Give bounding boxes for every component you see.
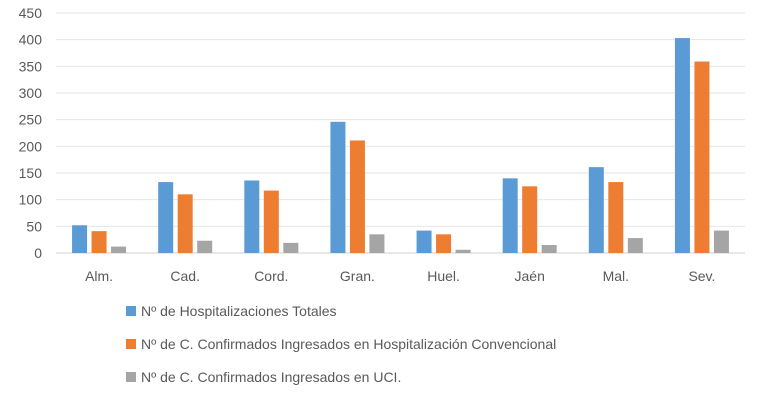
y-tick-label: 250 — [19, 112, 43, 128]
y-tick-label: 350 — [19, 58, 43, 74]
bar-jan-s3 — [541, 245, 557, 253]
x-tick-label: Cord. — [254, 268, 288, 284]
bar-cord-s3 — [283, 242, 299, 253]
x-tick-label: Mal. — [603, 268, 629, 284]
y-tick-label: 50 — [26, 218, 42, 234]
bar-gran-s1 — [330, 121, 346, 253]
x-tick-label: Alm. — [85, 268, 113, 284]
bar-huel-s2 — [436, 234, 452, 253]
bar-mal-s1 — [588, 167, 604, 253]
legend-swatch — [126, 339, 136, 349]
legend-swatch — [126, 372, 136, 382]
x-tick-label: Sev. — [688, 268, 715, 284]
x-axis-ticks: Alm. Cad. Cord. Gran. Huel. Jaén Mal. Sev. — [85, 268, 715, 284]
bar-cad-s3 — [197, 240, 213, 253]
legend-swatch — [126, 306, 136, 316]
bar-gran-s2 — [349, 140, 365, 253]
bar-gran-s3 — [369, 234, 385, 253]
bar-jan-s2 — [522, 186, 538, 253]
y-tick-label: 150 — [19, 165, 43, 181]
bar-alm-s3 — [111, 246, 127, 253]
bar-mal-s3 — [627, 238, 643, 253]
x-tick-label: Gran. — [340, 268, 375, 284]
y-tick-label: 300 — [19, 85, 43, 101]
y-tick-label: 400 — [19, 32, 43, 48]
legend-label: Nº de C. Confirmados Ingresados en UCI. — [141, 369, 401, 385]
bar-cad-s1 — [158, 182, 174, 253]
legend-label: Nº de C. Confirmados Ingresados en Hospi… — [141, 336, 556, 352]
bar-cad-s2 — [177, 194, 193, 253]
x-tick-label: Jaén — [515, 268, 545, 284]
bar-jan-s1 — [502, 178, 518, 253]
bar-cord-s2 — [263, 190, 279, 253]
bar-huel-s1 — [416, 230, 432, 253]
y-tick-label: 100 — [19, 192, 43, 208]
bar-sev-s1 — [674, 38, 690, 253]
bars — [72, 38, 729, 254]
bar-alm-s1 — [72, 225, 88, 253]
x-tick-label: Cad. — [170, 268, 200, 284]
legend: Nº de Hospitalizaciones Totales Nº de C. … — [126, 303, 556, 385]
bar-sev-s2 — [694, 61, 710, 254]
y-axis-ticks: 0 50 100 150 200 250 300 350 400 450 — [19, 5, 43, 261]
y-tick-label: 450 — [19, 5, 43, 21]
bar-sev-s3 — [713, 230, 729, 253]
x-tick-label: Huel. — [427, 268, 460, 284]
bar-huel-s3 — [455, 249, 471, 253]
bar-alm-s2 — [91, 231, 107, 253]
bar-mal-s2 — [608, 182, 624, 253]
y-tick-label: 0 — [34, 245, 42, 261]
bar-cord-s1 — [244, 180, 260, 253]
legend-label: Nº de Hospitalizaciones Totales — [141, 303, 337, 319]
y-tick-label: 200 — [19, 138, 43, 154]
